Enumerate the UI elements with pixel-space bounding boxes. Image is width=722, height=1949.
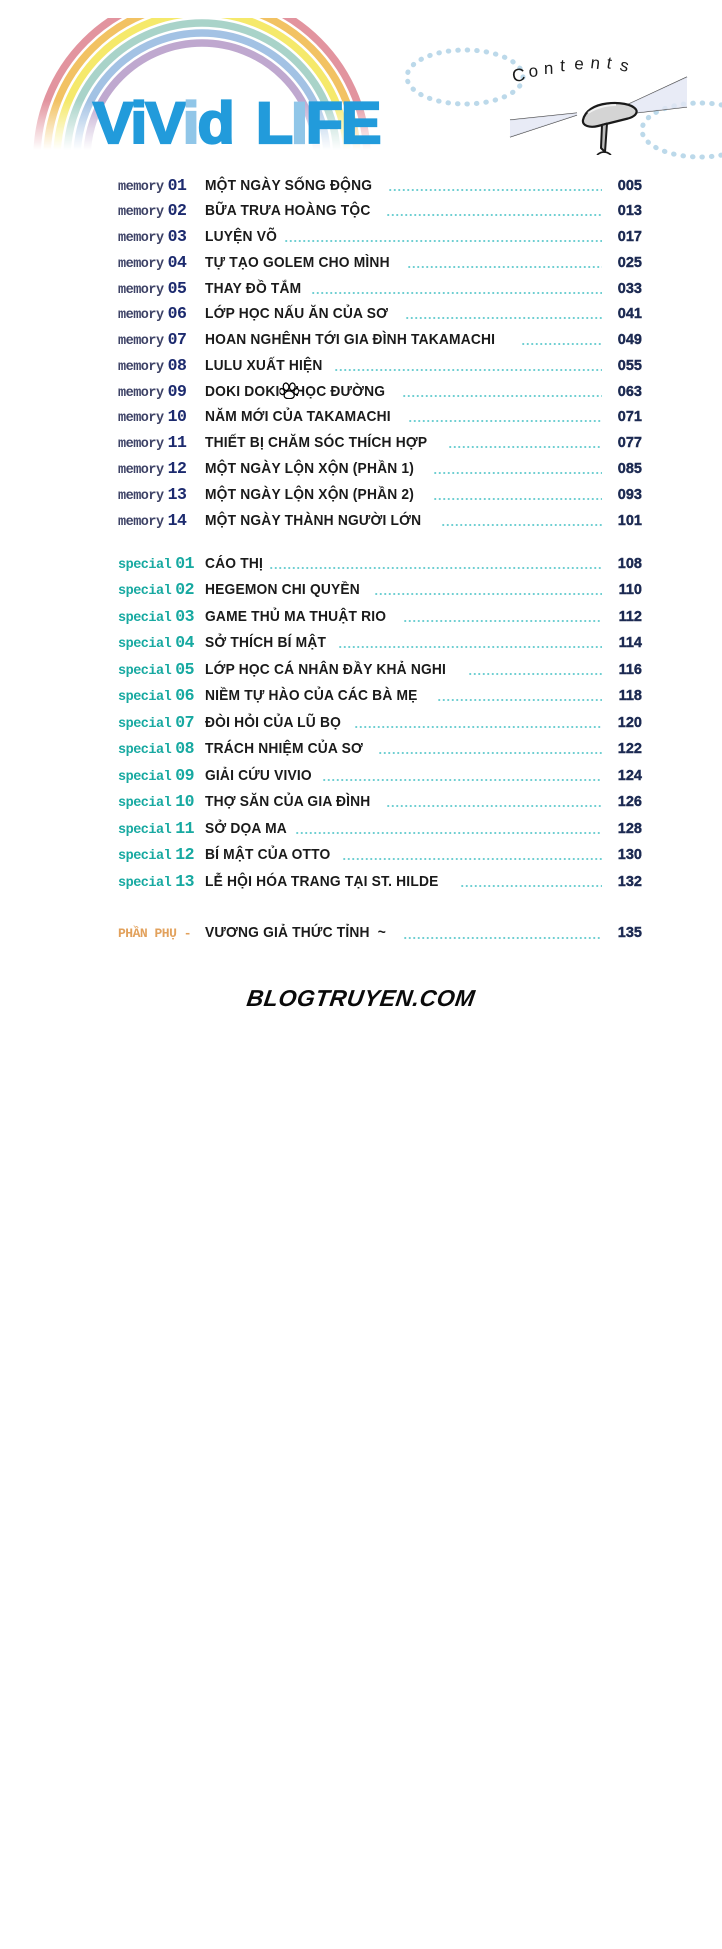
svg-text:n: n (590, 53, 602, 73)
svg-text:t: t (605, 53, 613, 73)
svg-text:o: o (528, 61, 539, 81)
svg-text:e: e (574, 54, 585, 74)
svg-text:C: C (511, 64, 527, 86)
svg-text:s: s (618, 55, 631, 75)
svg-text:n: n (544, 59, 554, 78)
svg-text:t: t (560, 56, 566, 75)
